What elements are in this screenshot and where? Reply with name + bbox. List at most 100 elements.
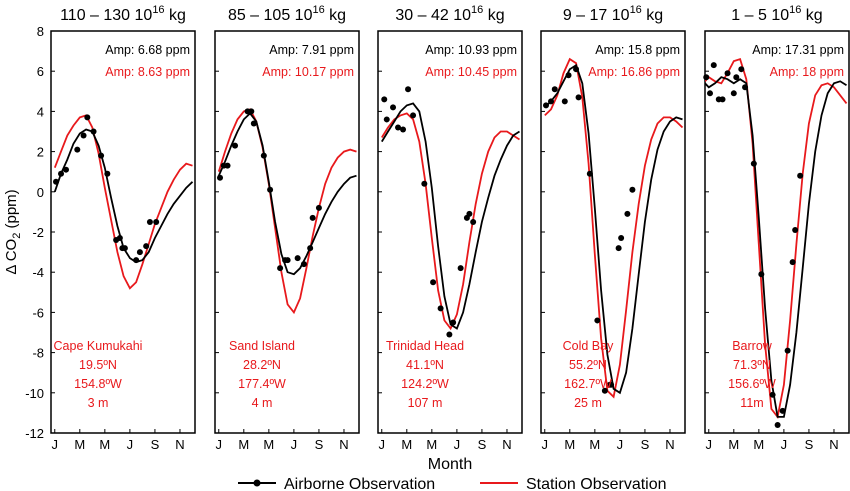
station-name-label: Barrow xyxy=(732,339,773,353)
airborne-point xyxy=(267,186,274,193)
station-lon-label: 177.4ºW xyxy=(238,377,286,391)
airborne-point xyxy=(750,160,757,167)
x-tick-label: S xyxy=(641,437,650,452)
amp-airborne-label: Amp: 17.31 ppm xyxy=(752,43,844,57)
y-axis-label: Δ CO2 (ppm) xyxy=(3,189,23,274)
x-tick-label: M xyxy=(728,437,739,452)
airborne-point xyxy=(457,265,464,272)
station-lat-label: 71.3ºN xyxy=(733,358,771,372)
x-tick-label: M xyxy=(74,437,85,452)
airborne-point xyxy=(121,245,128,252)
legend-airborne-label: Airborne Observation xyxy=(284,476,435,491)
amp-station-label: Amp: 10.45 ppm xyxy=(425,65,517,79)
panel-title: 1 – 5 1016 kg xyxy=(731,4,822,24)
station-lon-label: 124.2ºW xyxy=(401,377,449,391)
airborne-point xyxy=(133,257,140,264)
airborne-point xyxy=(383,116,390,123)
airborne-point xyxy=(446,331,453,338)
airborne-point xyxy=(629,186,636,193)
airborne-curve xyxy=(705,76,847,418)
station-alt-label: 4 m xyxy=(252,396,273,410)
station-curve xyxy=(53,114,193,290)
airborne-point xyxy=(405,86,412,93)
airborne-point xyxy=(143,243,150,250)
y-tick-label: 2 xyxy=(37,145,44,160)
x-axis-label: Month xyxy=(428,456,472,473)
airborne-point xyxy=(792,226,799,233)
panel-frame xyxy=(540,30,686,434)
airborne-curve xyxy=(381,102,520,330)
airborne-point xyxy=(146,218,153,225)
x-tick-label: J xyxy=(706,437,713,452)
amp-airborne-label: Amp: 7.91 ppm xyxy=(269,43,354,57)
y-axis: 8 6 4 2 0 -2 -4 -6 -8 -10 -12 xyxy=(25,24,44,441)
airborne-point xyxy=(774,421,781,428)
legend-airborne-marker xyxy=(253,479,261,487)
airborne-point xyxy=(437,305,444,312)
airborne-point xyxy=(309,214,316,221)
airborne-point xyxy=(410,112,417,119)
airborne-point xyxy=(594,317,601,324)
airborne-point xyxy=(307,245,314,252)
x-tick-label: J xyxy=(52,437,59,452)
airborne-point xyxy=(575,94,582,101)
airborne-point xyxy=(789,259,796,266)
station-lat-label: 19.5ºN xyxy=(79,358,117,372)
station-lat-label: 28.2ºN xyxy=(243,358,281,372)
x-tick-label: S xyxy=(315,437,324,452)
x-tick-label: J xyxy=(379,437,386,452)
airborne-point xyxy=(250,120,257,127)
amp-station-label: Amp: 8.63 ppm xyxy=(105,65,190,79)
airborne-point xyxy=(53,178,60,185)
station-alt-label: 3 m xyxy=(88,396,109,410)
airborne-point xyxy=(104,170,111,177)
x-tick-label: S xyxy=(151,437,160,452)
panel-frame xyxy=(704,30,850,434)
x-tick-label: J xyxy=(542,437,549,452)
amp-station-label: Amp: 18 ppm xyxy=(770,65,844,79)
airborne-point xyxy=(624,210,631,217)
amp-airborne-label: Amp: 6.68 ppm xyxy=(105,43,190,57)
x-tick-label: M xyxy=(99,437,110,452)
legend-station-label: Station Observation xyxy=(526,476,667,491)
x-tick-label: J xyxy=(216,437,223,452)
station-curve xyxy=(217,108,357,315)
airborne-point xyxy=(470,218,477,225)
airborne-point xyxy=(719,96,726,103)
airborne-point xyxy=(395,124,402,131)
x-tick-label: J xyxy=(454,437,461,452)
x-tick-label: M xyxy=(564,437,575,452)
airborne-point xyxy=(90,128,97,135)
airborne-point xyxy=(707,90,714,97)
airborne-point xyxy=(573,66,580,73)
airborne-point xyxy=(615,245,622,252)
airborne-point xyxy=(224,162,231,169)
x-tick-label: M xyxy=(426,437,437,452)
airborne-point xyxy=(618,235,625,242)
x-tick-label: N xyxy=(175,437,184,452)
airborne-point xyxy=(586,170,593,177)
panel-title: 9 – 17 1016 kg xyxy=(563,4,663,24)
station-lon-label: 162.7ºW xyxy=(564,377,612,391)
y-tick-label: -2 xyxy=(32,225,44,240)
x-tick-label: S xyxy=(478,437,487,452)
x-tick-label: J xyxy=(617,437,624,452)
station-lon-label: 154.8ºW xyxy=(74,377,122,391)
x-tick-label: N xyxy=(829,437,838,452)
y-tick-label: -10 xyxy=(25,386,44,401)
y-tick-label: -8 xyxy=(32,346,44,361)
airborne-point xyxy=(543,102,550,109)
airborne-point xyxy=(730,90,737,97)
panel-title: 85 – 105 1016 kg xyxy=(228,4,346,24)
airborne-point xyxy=(450,319,457,326)
y-tick-label: 4 xyxy=(37,104,44,119)
x-tick-label: N xyxy=(502,437,511,452)
x-tick-label: M xyxy=(753,437,764,452)
x-tick-label: J xyxy=(127,437,134,452)
airborne-point xyxy=(561,98,568,105)
station-name-label: Cold Bay xyxy=(563,339,614,353)
